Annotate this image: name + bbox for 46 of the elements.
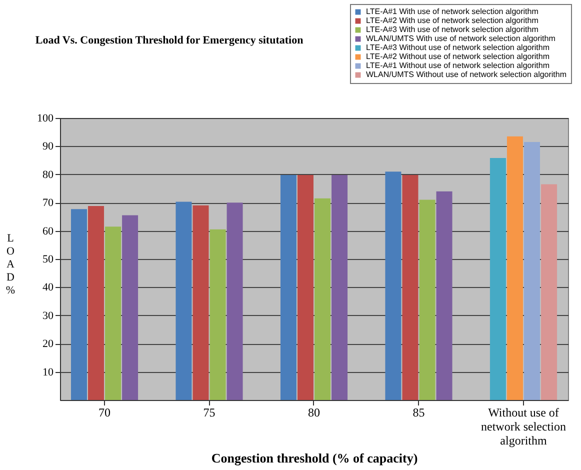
- bar: [280, 174, 296, 400]
- bar: [419, 200, 436, 400]
- y-tick-label: 90: [42, 140, 54, 153]
- legend-label: LTE-A#2 With use of network selection algorithm: [366, 16, 539, 25]
- y-tick-label: 20: [42, 338, 54, 350]
- legend-label: LTE-A#2 Without use of network selection algorithm: [366, 52, 550, 61]
- x-tick-label: Without use of network selection algorithm: [480, 406, 566, 448]
- bar: [506, 136, 523, 400]
- y-tick-label: 60: [42, 225, 54, 238]
- bar: [490, 158, 506, 400]
- x-tick-label: 70: [98, 406, 111, 420]
- y-tick-label: 10: [42, 366, 54, 378]
- legend-label: LTE-A#3 Without use of network selection algorithm: [366, 43, 550, 52]
- chart-title: Load Vs. Congestion Threshold for Emergency situtation: [35, 34, 304, 46]
- bar: [105, 226, 122, 400]
- x-tick-label: 85: [412, 406, 425, 420]
- y-tick-label: 40: [42, 282, 54, 294]
- bar: [314, 198, 331, 400]
- x-axis-title: Congestion threshold (% of capacity): [211, 450, 418, 466]
- bar: [436, 191, 452, 400]
- bar: [385, 172, 402, 400]
- x-tick-label: 75: [203, 406, 216, 420]
- bar: [122, 215, 138, 400]
- bar: [70, 209, 87, 400]
- y-tick-label: 70: [42, 197, 54, 210]
- legend-label: LTE-A#1 Without use of network selection algorithm: [366, 61, 550, 70]
- bar: [402, 174, 418, 400]
- y-tick-label: 100: [37, 112, 54, 124]
- bar: [524, 142, 540, 400]
- legend-label: WLAN/UMTS Without use of network selection algorithm: [366, 70, 567, 79]
- bar: [541, 184, 558, 400]
- bar: [192, 205, 209, 400]
- legend-label: LTE-A#3 With use of network selection algorithm: [366, 25, 539, 34]
- y-axis-title: LOAD%: [6, 232, 16, 296]
- y-tick-label: 30: [42, 310, 54, 322]
- legend-label: WLAN/UMTS With use of network selection algorithm: [366, 34, 556, 43]
- bar: [210, 229, 226, 400]
- y-tick-label: 80: [42, 168, 54, 181]
- y-tick-label: 50: [42, 254, 54, 266]
- bar: [226, 202, 243, 400]
- bar: [332, 174, 348, 400]
- bar: [297, 174, 314, 400]
- bar: [88, 206, 104, 400]
- x-tick-label: 80: [308, 406, 320, 420]
- legend-label: LTE-A#1 With use of network selection algorithm: [366, 7, 539, 16]
- bar: [176, 202, 192, 400]
